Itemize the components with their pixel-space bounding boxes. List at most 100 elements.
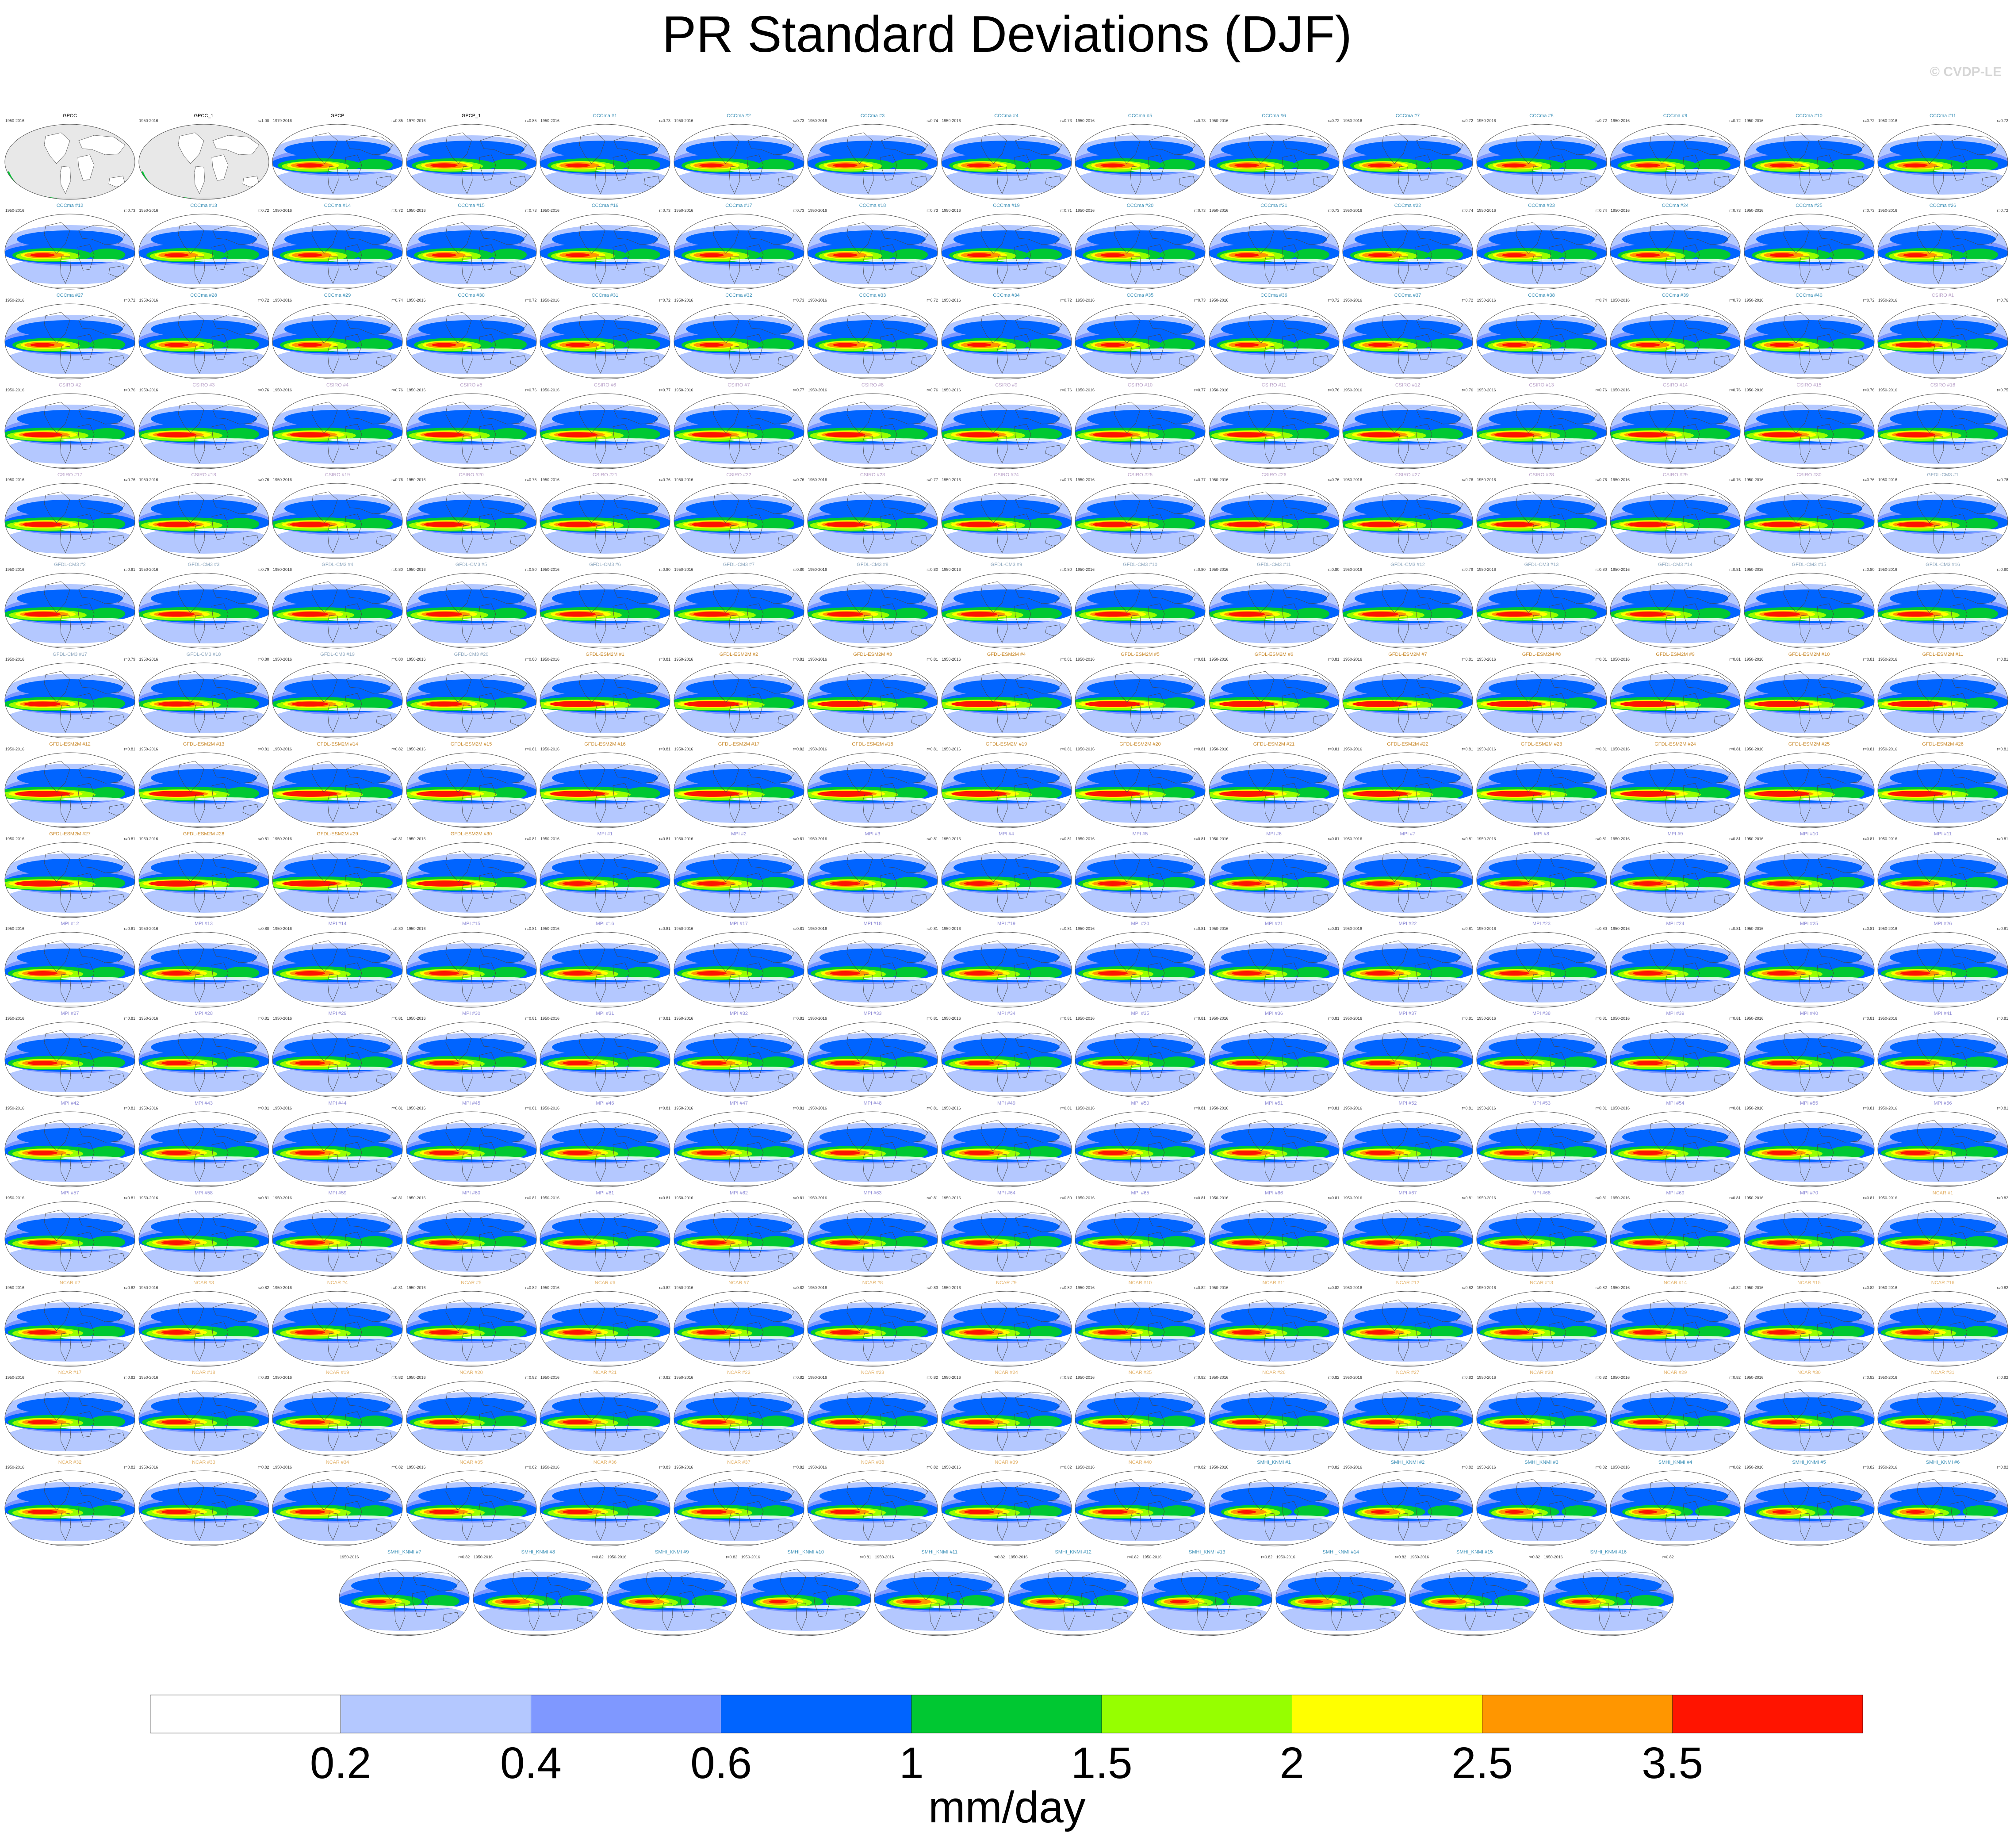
map-projection (807, 752, 938, 828)
panel-years: 1950-2016 (1878, 388, 1898, 392)
map-panel: MPI #16 1950-2016 r=0.81 (539, 921, 671, 1010)
panel-pattern-correlation: r=0.80 (1328, 567, 1340, 572)
map-panel: CCCma #16 1950-2016 r=0.73 (539, 203, 671, 291)
map-panel: GFDL-ESM2M #13 1950-2016 r=0.81 (138, 742, 270, 830)
panel-pattern-correlation: r=0.82 (1127, 1555, 1139, 1559)
panel-label: SMHI_KNMI #1 (1257, 1460, 1291, 1465)
panel-pattern-correlation: r=0.76 (391, 388, 403, 392)
panel-pattern-correlation: r=0.82 (1863, 1375, 1875, 1380)
panel-label: CSIRO #23 (860, 472, 885, 478)
map-panel: GFDL-ESM2M #25 1950-2016 r=0.81 (1743, 742, 1876, 830)
panel-pattern-correlation: r=0.82 (1863, 1286, 1875, 1290)
panel-years: 1950-2016 (808, 567, 827, 572)
panel-pattern-correlation: r=0.77 (659, 388, 670, 392)
panel-label: GFDL-CM3 #3 (188, 562, 220, 567)
map-projection (138, 1291, 269, 1367)
panel-years: 1950-2016 (674, 1465, 693, 1469)
panel-label: NCAR #22 (727, 1370, 750, 1375)
map-panel: SMHI_KNMI #2 1950-2016 r=0.82 (1341, 1460, 1474, 1548)
panel-label: NCAR #21 (593, 1370, 617, 1375)
panel-years: 1950-2016 (1209, 747, 1229, 751)
panel-label: MPI #3 (865, 831, 881, 837)
map-projection (1075, 1381, 1206, 1457)
panel-pattern-correlation: r=0.72 (1997, 119, 2008, 123)
panel-years: 1950-2016 (406, 478, 426, 482)
panel-pattern-correlation: r=0.77 (927, 478, 938, 482)
colorbar-tick-label: 0.4 (500, 1738, 562, 1788)
panel-pattern-correlation: r=0.82 (1595, 1465, 1607, 1469)
map-panel: NCAR #33 1950-2016 r=0.82 (138, 1460, 270, 1548)
panel-label: CSIRO #26 (1261, 472, 1287, 478)
panel-years: 1950-2016 (139, 926, 158, 931)
map-projection (674, 1470, 804, 1546)
panel-years: 1950-2016 (1477, 1465, 1496, 1469)
map-projection (1877, 932, 2008, 1008)
panel-label: SMHI_KNMI #14 (1322, 1550, 1359, 1555)
map-projection (1877, 752, 2008, 828)
map-panel: CSIRO #19 1950-2016 r=0.76 (271, 472, 404, 561)
panel-label: NCAR #8 (862, 1280, 883, 1286)
panel-label: NCAR #12 (1396, 1280, 1420, 1286)
panel-pattern-correlation: r=0.81 (1194, 1106, 1206, 1110)
panel-years: 1950-2016 (1209, 837, 1229, 841)
panel-pattern-correlation: r=0.81 (927, 1016, 938, 1021)
panel-years: 1950-2016 (942, 926, 961, 931)
panel-label: MPI #22 (1398, 921, 1417, 926)
map-projection (406, 1470, 536, 1546)
panel-years: 1950-2016 (942, 1465, 961, 1469)
panel-label: GFDL-ESM2M #5 (1121, 652, 1160, 657)
panel-pattern-correlation: r=0.82 (257, 1286, 269, 1290)
map-projection (4, 1291, 135, 1367)
panel-pattern-correlation: r=0.81 (793, 926, 804, 931)
map-panel: NCAR #15 1950-2016 r=0.82 (1743, 1280, 1876, 1369)
panel-years: 1950-2016 (942, 1375, 961, 1380)
panel-pattern-correlation: r=0.81 (1060, 747, 1072, 751)
map-panel: CCCma #32 1950-2016 r=0.73 (673, 293, 805, 381)
map-projection (874, 1560, 1005, 1636)
map-projection (1209, 393, 1339, 469)
panel-label: SMHI_KNMI #12 (1055, 1550, 1092, 1555)
map-panel: NCAR #14 1950-2016 r=0.82 (1609, 1280, 1742, 1369)
panel-years: 1950-2016 (1611, 1016, 1630, 1021)
panel-years: 1950-2016 (674, 837, 693, 841)
panel-label: CCCma #5 (1128, 113, 1152, 119)
map-panel: MPI #68 1950-2016 r=0.81 (1475, 1190, 1608, 1279)
map-projection (941, 1291, 1072, 1367)
map-projection (674, 214, 804, 290)
panel-pattern-correlation: r=0.80 (1997, 567, 2008, 572)
panel-label: MPI #57 (61, 1190, 79, 1196)
panel-pattern-correlation: r=0.81 (1729, 1016, 1741, 1021)
panel-years: 1950-2016 (540, 1465, 560, 1469)
panel-label: NCAR #37 (727, 1460, 750, 1465)
panel-label: MPI #31 (596, 1011, 614, 1016)
panel-pattern-correlation: r=0.81 (1595, 1106, 1607, 1110)
panel-years: 1950-2016 (1878, 1016, 1898, 1021)
panel-label: MPI #2 (731, 831, 747, 837)
panel-years: 1950-2016 (808, 657, 827, 662)
map-panel: CCCma #1 1950-2016 r=0.73 (539, 113, 671, 202)
panel-pattern-correlation: r=0.76 (1729, 478, 1741, 482)
panel-pattern-correlation: r=0.81 (391, 837, 403, 841)
panel-years: 1950-2016 (1878, 119, 1898, 123)
map-panel: CCCma #29 1950-2016 r=0.74 (271, 293, 404, 381)
panel-pattern-correlation: r=0.81 (659, 837, 670, 841)
map-projection (138, 573, 269, 649)
map-projection (674, 1291, 804, 1367)
map-projection (1075, 124, 1206, 200)
panel-years: 1950-2016 (540, 208, 560, 213)
panel-label: MPI #29 (328, 1011, 347, 1016)
panel-label: NCAR #27 (1396, 1370, 1420, 1375)
panel-years: 1950-2016 (5, 1196, 25, 1200)
panel-years: 1950-2016 (1076, 747, 1095, 751)
map-projection (674, 573, 804, 649)
map-projection (1342, 1381, 1473, 1457)
page-title: PR Standard Deviations (DJF) (662, 5, 1352, 63)
panel-label: CSIRO #6 (593, 383, 616, 388)
panel-label: CCCma #21 (1260, 203, 1287, 208)
map-projection (272, 1201, 403, 1277)
panel-label: CSIRO #15 (1796, 383, 1822, 388)
panel-pattern-correlation: r=0.74 (1462, 208, 1473, 213)
map-panel: GPCC_1 1950-2016 r=1.00 (138, 113, 270, 202)
map-projection (540, 483, 670, 559)
panel-years: 1950-2016 (1343, 388, 1363, 392)
